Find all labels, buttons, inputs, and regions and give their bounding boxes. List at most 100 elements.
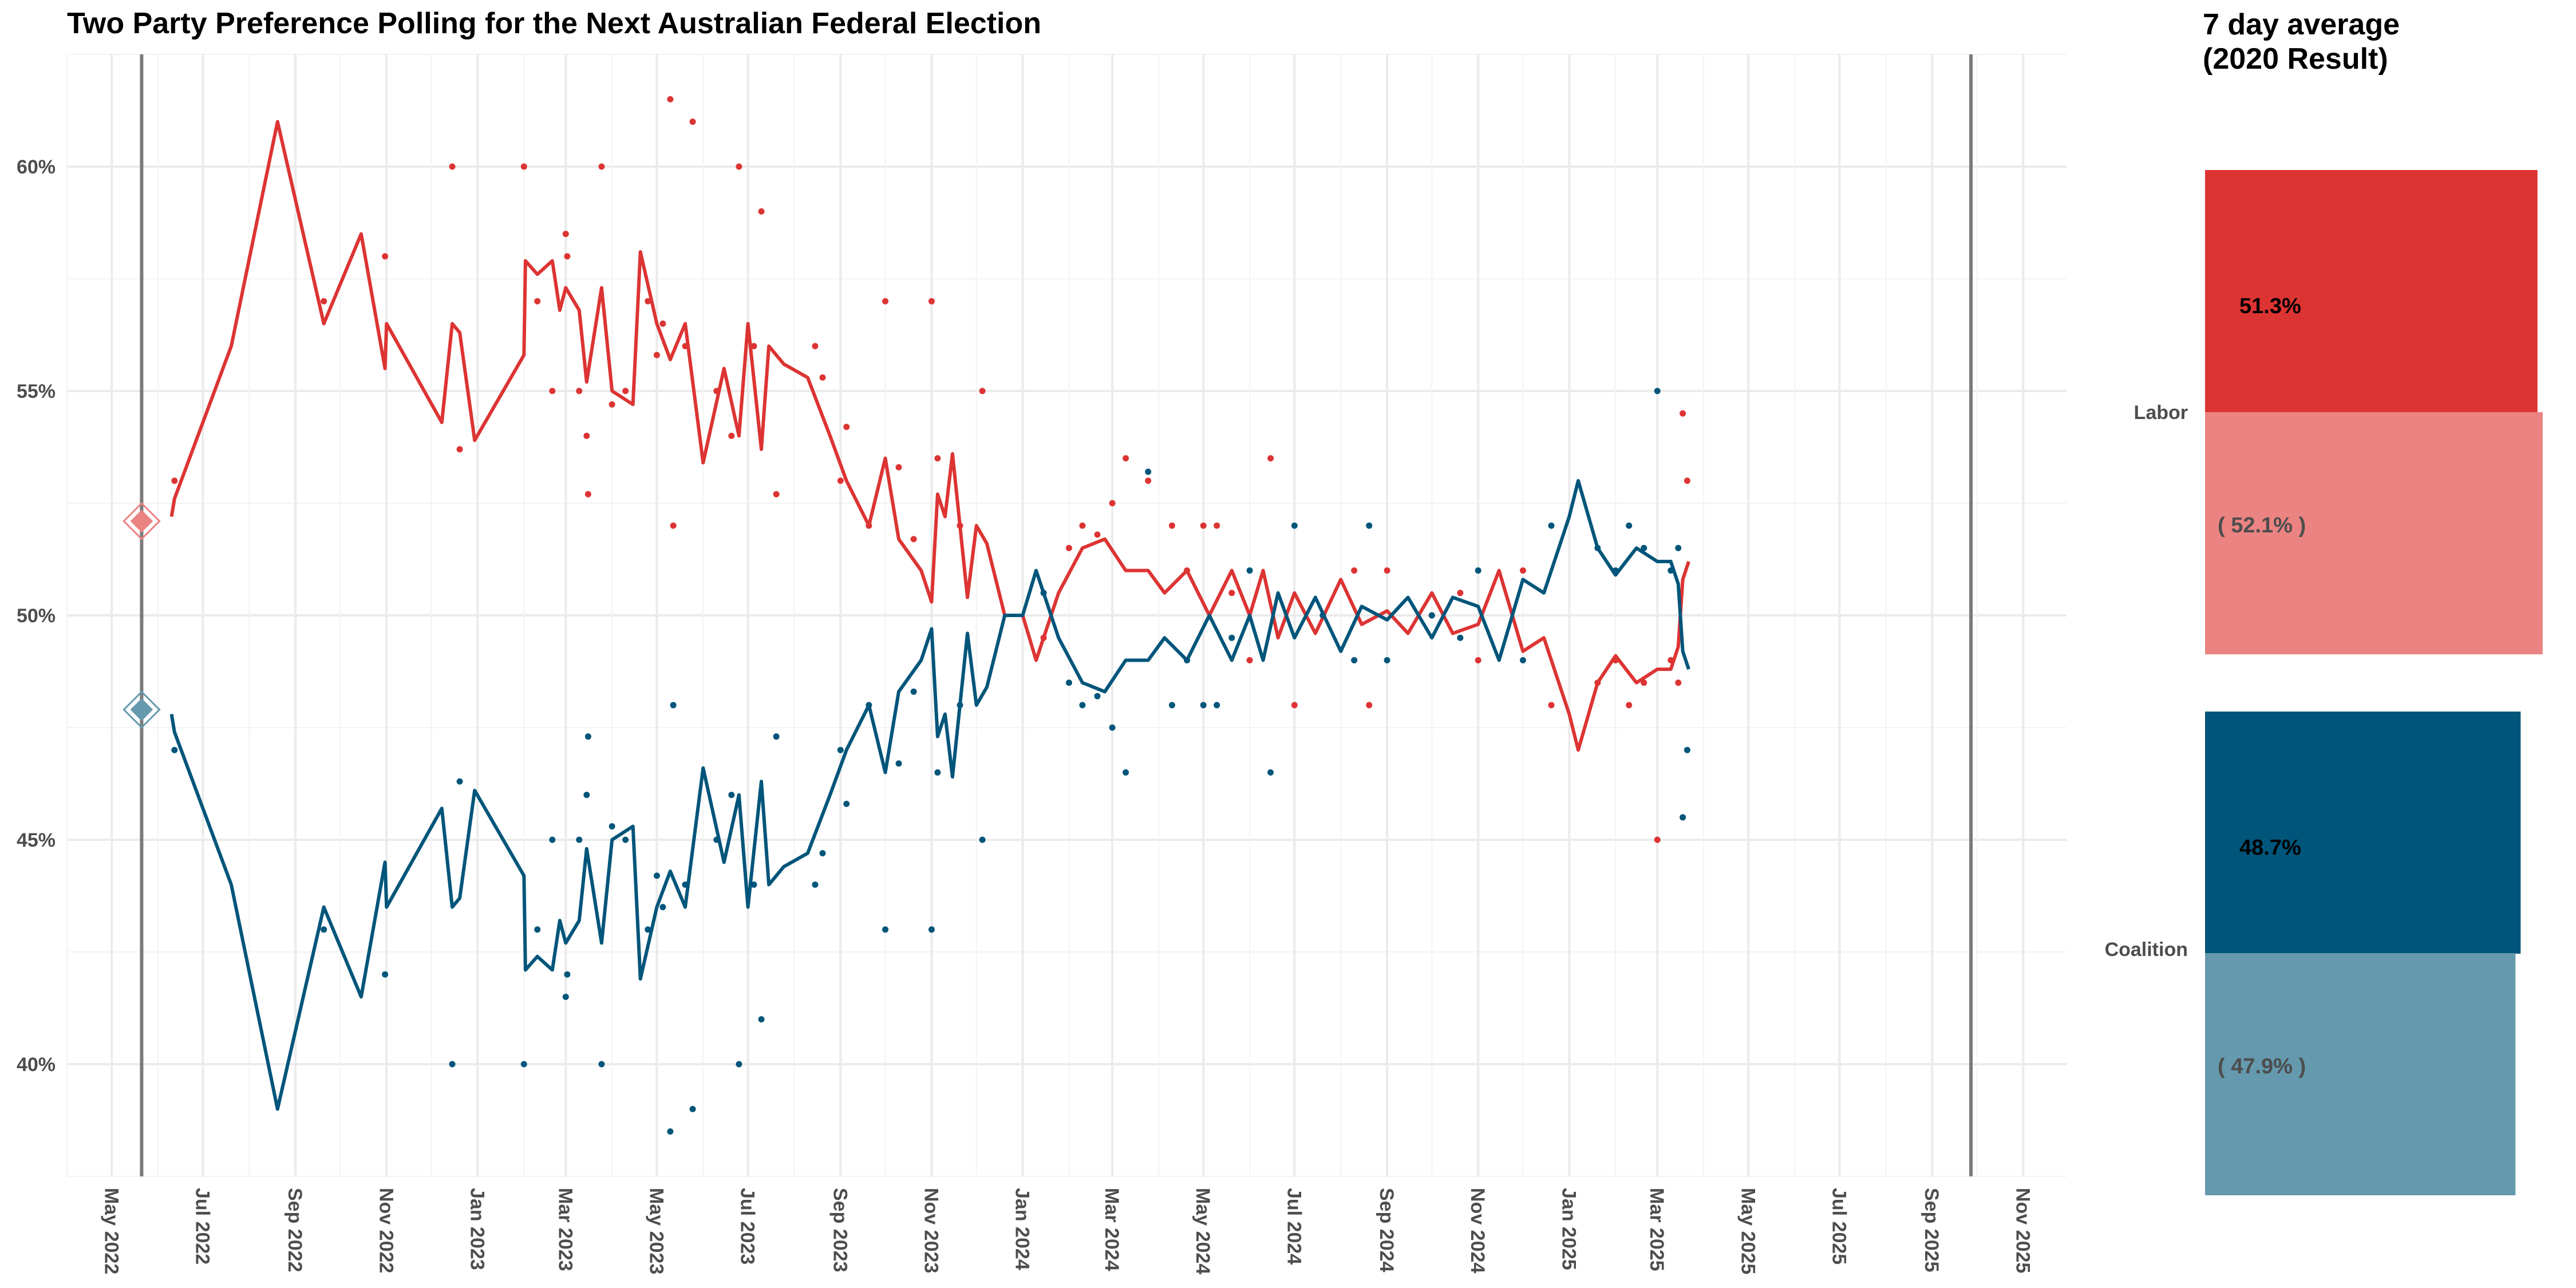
labor-poll-point [456,446,463,453]
bar-category-label: Coalition [2105,939,2188,961]
labor-poll-point [1457,590,1464,596]
labor-poll-point [1145,477,1152,484]
coalition-poll-point [866,702,872,709]
coalition-poll-point [758,1016,765,1023]
coalition-poll-point [1548,522,1555,529]
coalition-poll-point [882,926,889,933]
labor-poll-point [1228,590,1235,596]
coalition-poll-point [1684,746,1690,753]
bar-result-label: ( 47.9% ) [2218,1054,2306,1078]
coalition-poll-point [736,1061,742,1068]
coalition-poll-point [1200,702,1207,709]
labor-poll-point [1641,679,1647,686]
bar-current-label: 48.7% [2239,836,2301,860]
coalition-poll-point [728,792,735,799]
labor-poll-point [1594,679,1601,686]
labor-poll-point [1668,657,1674,663]
coalition-poll-point [843,800,850,807]
labor-poll-point [812,343,819,350]
labor-poll-point [1183,567,1190,574]
coalition-poll-point [449,1061,456,1068]
labor-poll-point [837,477,844,484]
labor-poll-point [1246,657,1253,663]
coalition-poll-point [1228,634,1235,641]
gridlines [66,54,2067,1177]
labor-poll-point [598,163,605,170]
coalition-poll-point [1428,612,1435,619]
chart-title: Two Party Preference Polling for the Nex… [67,7,1041,40]
labor-poll-point [1291,702,1298,709]
x-tick-label: Mar 2025 [1646,1188,1668,1271]
coalition-poll-point [171,746,178,753]
labor-poll-point [564,253,571,260]
result-diamond-outline [123,690,161,729]
labor-poll-point [979,388,986,394]
coalition-poll-point [819,850,826,857]
x-tick-label: Nov 2022 [375,1188,397,1273]
labor-poll-point [1384,567,1390,574]
coalition-poll-point [1675,544,1682,551]
y-tick-label: 55% [17,381,56,402]
labor-poll-point [773,491,780,497]
labor-poll-point [1351,567,1358,574]
labor-poll-point [449,163,456,170]
x-tick-label: Jan 2023 [466,1188,488,1270]
coalition-poll-point [1291,522,1298,529]
x-tick-label: Sep 2024 [1376,1188,1397,1273]
bar-result-label: ( 52.1% ) [2218,513,2306,538]
y-tick-label: 40% [17,1054,56,1076]
labor-poll-point [1680,410,1686,417]
coalition-poll-point [1641,544,1647,551]
labor-poll-point [1123,455,1129,462]
x-tick-label: May 2023 [645,1188,667,1274]
bar-category-label: Labor [2134,402,2188,424]
coalition-poll-point [1519,657,1526,663]
labor-poll-point [321,298,327,305]
coalition-poll-point [1319,612,1326,619]
labor-poll-point [1626,702,1633,709]
coalition-poll-point [934,769,941,776]
x-tick-label: Jul 2024 [1283,1188,1305,1265]
labor-poll-point [750,343,757,350]
labor-poll-point [934,455,941,462]
labor-poll-point [1366,702,1373,709]
x-tick-label: Nov 2024 [1467,1188,1488,1273]
labor-poll-point [622,388,629,394]
labor-poll-point [1200,522,1207,529]
axis-labels: 40% 45% 50% 55% 60% May 2022 Jul 2022 Sep 2022 N… [17,156,2033,1274]
coalition-poll-point [382,971,389,978]
coalition-poll-point [1267,769,1274,776]
coalition-poll-point [1351,657,1358,663]
coalition-poll-point [1109,724,1116,731]
labor-poll-point [1065,544,1072,551]
labor-poll-point [562,231,569,238]
labor-poll-point [645,298,651,305]
coalition-poll-point [910,688,917,695]
coalition-poll-point [562,993,569,1000]
coalition-poll-point [1168,702,1175,709]
x-tick-label: Jul 2023 [737,1188,758,1265]
bar-current-coalition [2205,712,2521,954]
coalition-poll-point [682,881,689,888]
coalition-poll-point [1626,522,1633,529]
bar-result-coalition [2205,953,2516,1195]
coalition-poll-point [837,746,844,753]
labor-poll-point [1654,836,1661,843]
labor-poll-point [843,424,850,430]
coalition-poll-point [1246,567,1253,574]
coalition-poll-point [659,904,666,911]
labor-poll-point [1612,657,1619,663]
side-bar-panel: 51.3% ( 52.1% ) Labor 48.7% ( 47.9% ) Coaliti… [2105,170,2543,1195]
y-tick-label: 60% [17,156,56,178]
labor-poll-point [819,374,826,381]
coalition-poll-point [583,792,590,799]
coalition-poll-point [622,836,629,843]
coalition-poll-point [645,926,651,933]
labor-poll-point [1168,522,1175,529]
x-tick-label: Jan 2025 [1558,1188,1579,1270]
poll-points [171,96,1690,1135]
x-tick-label: Sep 2025 [1921,1188,1942,1272]
labor-poll-point [171,477,178,484]
coalition-poll-point [667,1128,674,1135]
